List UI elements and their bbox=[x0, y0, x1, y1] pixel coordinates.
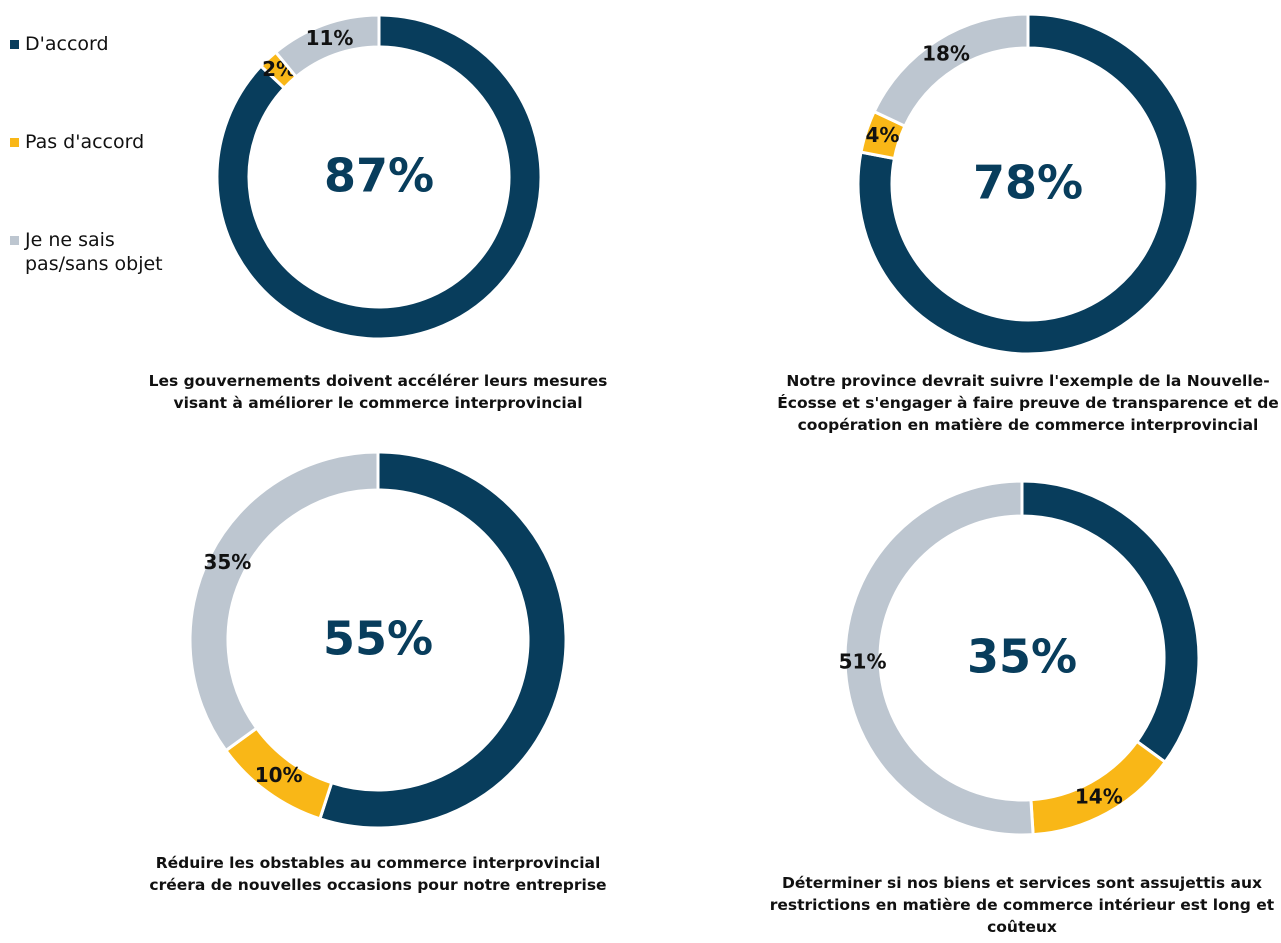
legend-item: D'accord bbox=[10, 32, 180, 56]
legend-label: Pas d'accord bbox=[25, 131, 145, 153]
legend-label: D'accord bbox=[25, 33, 109, 55]
donut-segment bbox=[843, 479, 1035, 837]
legend-swatch bbox=[10, 236, 19, 245]
chart-title: Réduire les obstables au commerce interp… bbox=[149, 854, 607, 894]
data-label: 4% bbox=[866, 123, 900, 147]
legend-swatch bbox=[10, 40, 19, 49]
legend-label: Je ne sais pas/sans objet bbox=[25, 229, 163, 275]
legend-swatch bbox=[10, 138, 19, 147]
data-label: 10% bbox=[255, 763, 303, 787]
data-label: 51% bbox=[839, 650, 887, 674]
chart-title: Notre province devrait suivre l'exemple … bbox=[777, 372, 1279, 434]
donut-segment bbox=[872, 12, 1030, 129]
center-label: 78% bbox=[973, 156, 1083, 210]
donut-segment bbox=[188, 450, 380, 753]
legend-item: Pas d'accord bbox=[10, 130, 180, 154]
donut-segment bbox=[856, 12, 1200, 356]
donut-segment bbox=[215, 13, 543, 341]
donut-segment bbox=[273, 13, 381, 79]
data-label: 11% bbox=[306, 26, 354, 50]
center-label: 35% bbox=[967, 630, 1077, 684]
center-label: 55% bbox=[323, 612, 433, 666]
center-label: 87% bbox=[324, 149, 434, 203]
chart-title: Déterminer si nos biens et services sont… bbox=[769, 874, 1275, 936]
legend-item: Je ne sais pas/sans objet bbox=[10, 228, 180, 276]
donut-segment bbox=[318, 450, 568, 830]
chart-title: Les gouvernements doivent accélérer leur… bbox=[148, 372, 608, 412]
data-label: 35% bbox=[203, 550, 251, 574]
data-label: 18% bbox=[922, 41, 970, 65]
donut-segment bbox=[1020, 479, 1201, 765]
data-label: 14% bbox=[1075, 784, 1123, 808]
